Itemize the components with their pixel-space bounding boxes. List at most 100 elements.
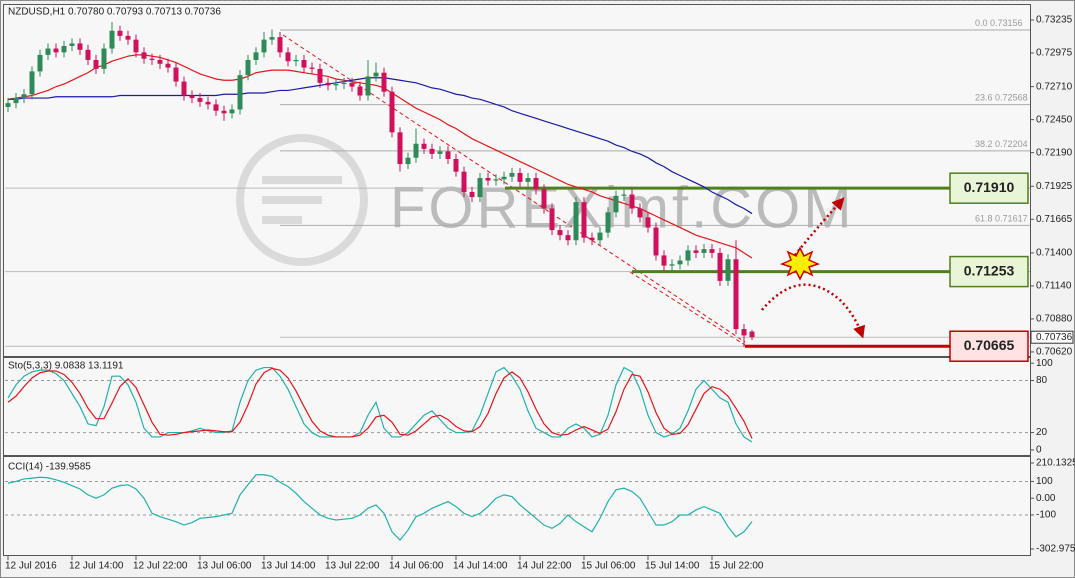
y-tick-label: 0.71400 (1036, 248, 1073, 259)
level-label: 0.70665 (964, 337, 1015, 353)
x-tick-label: 13 Jul 14:00 (261, 561, 316, 572)
fib-label: 0.0 0.73156 (975, 18, 1023, 28)
fib-level: 38.2 (975, 139, 993, 149)
candle-body (749, 331, 755, 338)
candle-body (669, 264, 675, 266)
x-tick-label: 14 Jul 22:00 (517, 561, 572, 572)
candle-body (221, 110, 227, 114)
x-tick-label: 13 Jul 06:00 (197, 561, 252, 572)
candle-body (309, 67, 315, 69)
candle-body (613, 195, 619, 213)
candle-body (445, 151, 451, 159)
candle-body (605, 212, 611, 233)
y-tick-label: 20 (1036, 427, 1048, 438)
candle-body (693, 250, 699, 253)
candle-body (277, 37, 283, 53)
candle-body (589, 237, 595, 241)
y-tick-label: 0.70880 (1036, 314, 1073, 325)
candle-body (381, 72, 387, 92)
candle-body (637, 208, 643, 218)
candle-body (53, 48, 59, 53)
fib-level: 23.6 (975, 93, 993, 103)
x-tick-label: 14 Jul 14:00 (453, 561, 508, 572)
candle-body (533, 178, 539, 190)
candle-body (645, 217, 651, 228)
candle-body (733, 259, 739, 330)
level-label: 0.71253 (964, 262, 1015, 278)
y-tick-label: -302.9753 (1036, 544, 1075, 555)
forecast-arrows (761, 197, 866, 339)
candle-body (413, 143, 419, 158)
candle-body (301, 59, 307, 68)
x-tick-label: 12 Jul 22:00 (133, 561, 188, 572)
candle-body (5, 103, 11, 107)
level-box (949, 330, 1029, 362)
y-tick-label: 100 (1036, 358, 1053, 369)
candle-body (181, 81, 187, 96)
y-tick-label: 0.72450 (1036, 114, 1073, 125)
watermark-logo (236, 134, 368, 266)
candle-body (77, 43, 83, 50)
candle-body (517, 172, 523, 182)
watermark: FOREXimf.COM (390, 175, 855, 240)
y-tick-label: 0.72190 (1036, 147, 1073, 158)
candle-body (189, 95, 195, 99)
panel-title: CCI(14) -139.9585 (8, 462, 91, 473)
candle-body (581, 202, 587, 238)
candle-body (13, 98, 19, 104)
candle-body (461, 171, 467, 192)
indicator-line (7, 366, 753, 443)
candle-body (61, 46, 67, 53)
candle-body (701, 249, 707, 253)
candle-body (45, 48, 51, 55)
candle-body (501, 176, 507, 180)
fib-price: 0.71617 (995, 214, 1028, 224)
panel-title: Sto(5,3,3) 9.0838 13.1191 (8, 361, 124, 372)
x-tick-label: 13 Jul 22:00 (325, 561, 380, 572)
y-tick-label: 0.70620 (1036, 347, 1073, 358)
candle-body (21, 94, 27, 99)
level-box (949, 255, 1029, 288)
candle-body (325, 82, 331, 86)
candle-body (661, 255, 667, 266)
y-tick-label: -100 (1036, 510, 1056, 521)
candle-body (677, 260, 683, 265)
y-tick-label: 0.00 (1036, 493, 1056, 504)
candle-body (653, 227, 659, 256)
moving-average (8, 77, 753, 215)
candle-body (741, 329, 747, 336)
fib-price: 0.73156 (990, 18, 1023, 28)
candle-body (85, 49, 91, 60)
fib-price: 0.72568 (995, 93, 1028, 103)
y-tick-label: 0.71925 (1036, 181, 1073, 192)
candle-body (69, 43, 75, 47)
fib-label: 61.8 0.71617 (975, 214, 1028, 224)
indicator-line (7, 474, 753, 542)
candle-body (365, 76, 371, 96)
candle-body (165, 63, 171, 68)
last-price-label: 0.70736 (1036, 332, 1073, 343)
candle-body (717, 252, 723, 281)
candle-body (493, 179, 499, 181)
candle-body (285, 52, 291, 62)
x-tick-label: 15 Jul 14:00 (645, 561, 700, 572)
candle-body (245, 59, 251, 76)
fib-price: 0.72204 (995, 139, 1028, 149)
candle-body (29, 71, 35, 95)
fib-level: 61.8 (975, 214, 993, 224)
x-tick-label: 15 Jul 06:00 (581, 561, 636, 572)
candle-body (237, 75, 243, 110)
x-tick-label: 12 Jul 14:00 (69, 561, 124, 572)
y-tick-label: 100 (1036, 476, 1053, 487)
fib-level: 0.0 (975, 18, 988, 28)
candle-body (421, 143, 427, 149)
y-tick-label: 0.71140 (1036, 281, 1072, 292)
candle-body (389, 91, 395, 133)
candle-body (573, 202, 579, 241)
candle-body (525, 178, 531, 182)
channel-line (629, 271, 746, 346)
fib-label: 23.6 0.72568 (975, 93, 1028, 103)
sto-panel (3, 357, 1031, 456)
y-tick-label: 0 (1036, 445, 1042, 456)
candle-body (453, 158, 459, 172)
